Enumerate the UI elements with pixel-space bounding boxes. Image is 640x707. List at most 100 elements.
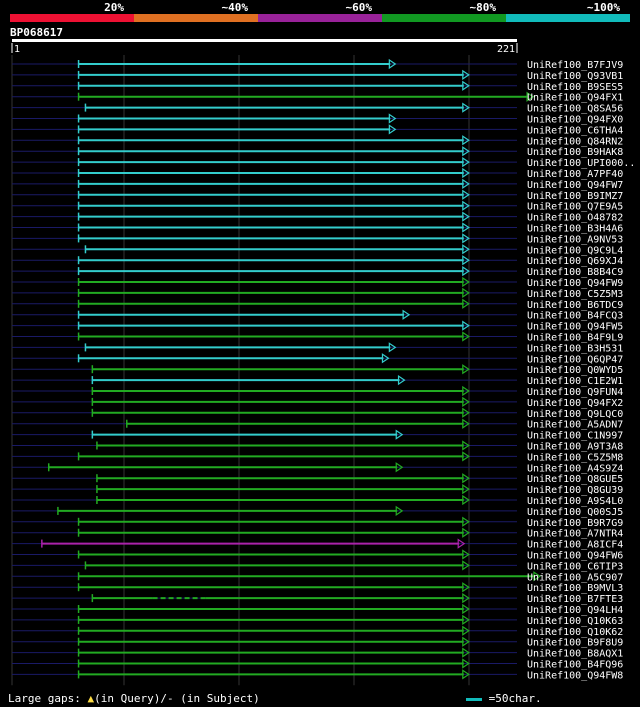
- hit-arrowhead: [388, 113, 397, 124]
- hit-arrowhead: [462, 440, 470, 451]
- hit-label: UniRef100_Q8GUE5: [527, 474, 623, 485]
- hit-arrowhead: [462, 603, 470, 615]
- hit-label: UniRef100_Q10K63: [527, 616, 623, 627]
- hit-label: UniRef100_Q6QP47: [527, 354, 623, 365]
- hit-label: UniRef100_C1E2W1: [527, 376, 623, 387]
- hit-arrowhead: [462, 276, 470, 288]
- hit-arrowhead: [462, 407, 470, 418]
- gaps-label: Large gaps:: [8, 692, 81, 705]
- hit-arrowhead: [462, 320, 470, 331]
- scale-legend: =50char.: [466, 692, 542, 705]
- hit-arrowhead: [457, 538, 466, 549]
- hit-label: UniRef100_Q69XJ4: [527, 256, 623, 267]
- hit-label: UniRef100_A9T3A8: [527, 442, 623, 453]
- identity-legend-segment: [506, 14, 630, 22]
- hit-arrowhead: [395, 462, 404, 473]
- hit-arrowhead: [462, 625, 470, 636]
- hit-label: UniRef100_Q94FW5: [527, 322, 623, 333]
- hit-label: UniRef100_B9R7G9: [527, 518, 623, 529]
- hit-arrowhead: [462, 560, 470, 571]
- hit-arrowhead: [462, 265, 470, 277]
- scale-bar-icon: [466, 697, 482, 701]
- hit-label: UniRef100_Q93VB1: [527, 71, 623, 82]
- hit-label: UniRef100_Q7E9A5: [527, 202, 623, 213]
- hit-arrowhead: [462, 516, 470, 527]
- hit-label: UniRef100_Q94FX0: [527, 115, 623, 126]
- hit-label: UniRef100_Q94FX1: [527, 93, 623, 104]
- hit-label: UniRef100_A7PF40: [527, 169, 623, 180]
- hit-arrowhead: [462, 298, 470, 309]
- hit-label: UniRef100_B4FCQ3: [527, 311, 623, 322]
- identity-legend-label: ~40%: [222, 1, 249, 14]
- hit-label: UniRef100_Q94LH4: [527, 605, 623, 616]
- hit-arrowhead: [462, 255, 470, 266]
- hit-label: UniRef100_B3H4A6: [527, 224, 623, 235]
- hit-arrowhead: [402, 309, 411, 320]
- hit-label: UniRef100_A5ADN7: [527, 420, 623, 431]
- hit-arrowhead: [462, 287, 470, 299]
- hit-arrowhead: [462, 233, 470, 244]
- hit-label: UniRef100_Q9LQC0: [527, 409, 623, 420]
- hit-arrowhead: [462, 418, 470, 429]
- hit-arrowhead: [395, 429, 404, 440]
- query-axis-bar: [12, 39, 517, 42]
- hit-label: UniRef100_Q94FW9: [527, 278, 623, 289]
- hit-arrowhead: [397, 374, 406, 386]
- hit-label: UniRef100_B9HAK8: [527, 147, 623, 158]
- query-gap-text: (in Query)/-: [94, 692, 174, 705]
- hit-arrowhead: [462, 211, 470, 222]
- subject-gap-text: (in Subject): [180, 692, 260, 705]
- hit-arrowhead: [462, 364, 470, 375]
- hit-label: UniRef100_C1N997: [527, 431, 623, 442]
- hit-arrowhead: [388, 342, 397, 353]
- hit-label: UniRef100_B3H531: [527, 343, 623, 354]
- identity-legend-segment: [382, 14, 506, 22]
- hit-arrowhead: [462, 385, 470, 397]
- identity-legend-label: ~80%: [470, 1, 497, 14]
- query-gap-marker-icon: ▲: [87, 692, 95, 705]
- hit-arrowhead: [462, 69, 470, 81]
- identity-legend-label: ~60%: [346, 1, 373, 14]
- query-id-title: BP068617: [10, 26, 63, 39]
- hit-arrowhead: [462, 135, 470, 146]
- hit-label: UniRef100_C6TIP3: [527, 561, 623, 572]
- hit-label: UniRef100_UPI000..: [527, 158, 635, 169]
- hit-label: UniRef100_B8B4C9: [527, 267, 623, 278]
- hit-label: UniRef100_C6THA4: [527, 125, 623, 136]
- hit-arrowhead: [388, 58, 397, 70]
- hit-arrowhead: [462, 178, 470, 190]
- hit-label: UniRef100_A9S4L0: [527, 496, 623, 507]
- hit-label: UniRef100_B7FJV9: [527, 60, 623, 71]
- axis-start-label: 1: [14, 44, 20, 55]
- hit-arrowhead: [462, 102, 470, 113]
- hit-label: UniRef100_Q9FUN4: [527, 387, 623, 398]
- hit-label: UniRef100_Q0WYD5: [527, 365, 623, 376]
- axis-end-label: 221: [497, 44, 515, 55]
- hit-arrowhead: [462, 614, 470, 626]
- hit-arrowhead: [462, 647, 470, 658]
- hit-label: UniRef100_Q94FW6: [527, 551, 623, 562]
- hit-label: UniRef100_B7FTE3: [527, 594, 623, 605]
- hit-arrowhead: [533, 571, 542, 582]
- hit-arrowhead: [462, 494, 470, 506]
- hit-arrowhead: [462, 331, 470, 342]
- hit-arrowhead: [462, 80, 470, 91]
- hit-label: UniRef100_C5Z5M3: [527, 289, 623, 300]
- hit-arrowhead: [462, 200, 470, 211]
- identity-legend-label: ~100%: [587, 1, 620, 14]
- hit-label: UniRef100_Q8SA56: [527, 104, 623, 115]
- hit-label: UniRef100_B9SES5: [527, 82, 623, 93]
- hit-label: UniRef100_A8ICF4: [527, 540, 623, 551]
- hit-label: UniRef100_O48782: [527, 213, 623, 224]
- hit-label: UniRef100_B9IMZ7: [527, 191, 623, 202]
- hit-arrowhead: [462, 189, 470, 200]
- hit-arrowhead: [462, 244, 470, 255]
- hit-arrowhead: [462, 527, 470, 538]
- hit-arrowhead: [388, 124, 397, 135]
- identity-legend-segment: [10, 14, 134, 22]
- hit-label: UniRef100_Q84RN2: [527, 136, 623, 147]
- gaps-legend: Large gaps: ▲(in Query)/- (in Subject): [8, 692, 260, 705]
- hit-label: UniRef100_A5C907: [527, 572, 623, 583]
- hit-label: UniRef100_Q94FX2: [527, 398, 623, 409]
